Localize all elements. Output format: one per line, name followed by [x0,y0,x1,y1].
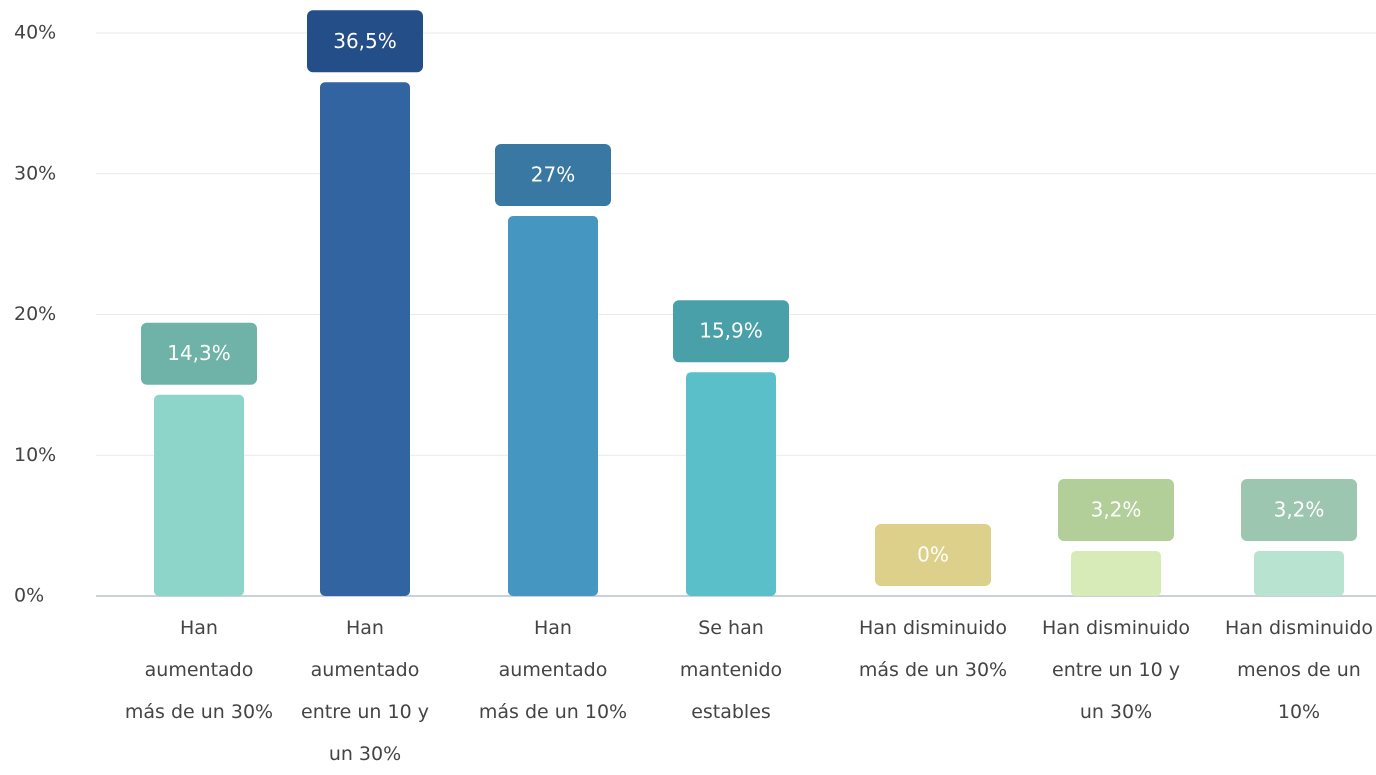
x-tick-label: Han aumentado más de un 30% [124,617,274,723]
value-label: 36,5% [333,29,397,53]
value-label-box [307,10,423,73]
bar [320,82,410,596]
y-tick-label: 30% [14,162,56,184]
value-label: 15,9% [699,319,763,343]
value-label-box [1241,478,1357,541]
bar [1254,550,1344,596]
bar [686,372,776,596]
x-tick-label: Han disminuido más de un 30% [858,617,1008,681]
value-label: 3,2% [1274,497,1325,521]
x-tick-label: Se han mantenido estables [679,617,783,723]
bar [154,394,244,596]
value-label: 27% [531,162,575,186]
value-label-box [495,143,611,206]
y-tick-label: 0% [14,585,44,607]
value-label-box [673,300,789,363]
y-tick-label: 40% [14,22,56,44]
x-tick-label: Han aumentado entre un 10 y un 30% [301,617,429,765]
value-label-box [141,322,257,385]
bar [1071,550,1161,596]
bar [508,215,598,596]
y-tick-label: 20% [14,303,56,325]
y-tick-label: 10% [14,444,56,466]
value-label-box [1058,478,1174,541]
value-label: 14,3% [167,341,231,365]
value-label-box [875,524,991,586]
x-tick-label: Han disminuido menos de un 10% [1224,617,1374,723]
value-label: 0% [917,543,949,567]
value-label: 3,2% [1091,497,1142,521]
x-tick-label: Han disminuido entre un 10 y un 30% [1041,617,1191,723]
x-tick-label: Han aumentado más de un 10% [478,617,628,723]
